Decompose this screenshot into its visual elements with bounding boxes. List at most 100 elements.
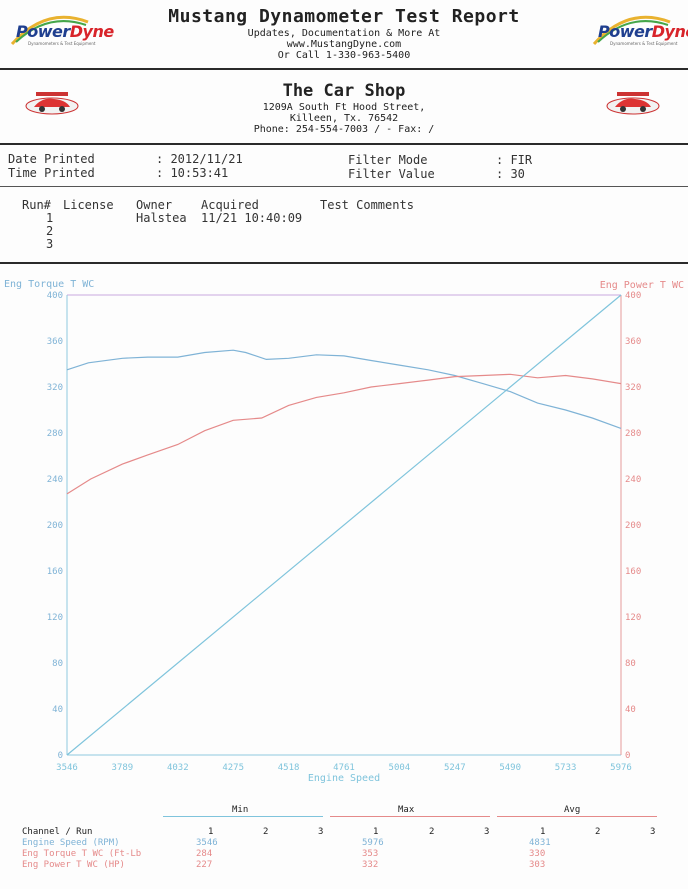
- y-tick-label-right: 360: [625, 337, 641, 347]
- y-tick-label-left: 400: [47, 291, 63, 301]
- report-website: www.MustangDyne.com: [286, 39, 402, 50]
- min-group-header: Min: [232, 805, 249, 815]
- filter-mode-value: : FIR: [496, 153, 533, 167]
- time-printed-label: Time Printed: [8, 166, 95, 180]
- y-tick-label-left: 120: [47, 613, 63, 623]
- shop-name: The Car Shop: [282, 81, 406, 101]
- engine-speed-max: 5976: [362, 838, 384, 848]
- eng-torque-min: 284: [196, 849, 213, 859]
- group-line-avg: [497, 816, 657, 817]
- channel-eng-torque: Eng Torque T WC (Ft-Lb: [22, 849, 142, 859]
- y-tick-label-right: 0: [625, 751, 630, 761]
- x-tick-label: 5247: [444, 763, 466, 773]
- y-tick-label-left: 80: [52, 659, 63, 669]
- min-run-2: 2: [263, 827, 269, 837]
- eng-torque-max: 353: [362, 849, 379, 859]
- date-printed-value: : 2012/11/21: [156, 152, 243, 166]
- y-tick-label-left: 160: [47, 567, 63, 577]
- x-tick-label: 5976: [610, 763, 632, 773]
- x-tick-label: 3789: [112, 763, 134, 773]
- min-run-3: 3: [318, 827, 324, 837]
- y-tick-label-left: 240: [47, 475, 63, 485]
- y-tick-label-left: 320: [47, 383, 63, 393]
- date-printed-label: Date Printed: [8, 152, 95, 166]
- x-tick-label: 5733: [555, 763, 577, 773]
- time-printed-value: : 10:53:41: [156, 166, 229, 180]
- powerdyne-logo-right: PowerDyne Dynamometers & Test Equipment: [588, 12, 688, 46]
- y-tick-label-right: 400: [625, 291, 641, 301]
- y-tick-label-right: 160: [625, 567, 641, 577]
- x-tick-label: 4275: [222, 763, 244, 773]
- report-subtitle-1: Updates, Documentation & More At: [247, 28, 441, 39]
- engine-speed-min: 3546: [196, 838, 218, 848]
- y-tick-label-right: 80: [625, 659, 636, 669]
- x-axis-label: Engine Speed: [308, 773, 380, 784]
- divider: [0, 143, 688, 145]
- report-phone: Or Call 1-330-963-5400: [277, 50, 411, 61]
- shop-address-2: Killeen, Tx. 76542: [289, 113, 399, 124]
- group-line-min: [163, 816, 323, 817]
- divider: [0, 68, 688, 70]
- engine-speed-series-line: [66, 294, 622, 756]
- y-tick-label-right: 320: [625, 383, 641, 393]
- max-run-1: 1: [373, 827, 379, 837]
- x-tick-label: 4761: [333, 763, 355, 773]
- divider-thin: [0, 186, 688, 187]
- engine-speed-avg: 4831: [529, 838, 551, 848]
- max-run-2: 2: [429, 827, 435, 837]
- logo-tagline: Dynamometers & Test Equipment: [28, 41, 96, 46]
- y-tick-label-right: 240: [625, 475, 641, 485]
- car-shop-logo-right-icon: [606, 92, 660, 115]
- eng-power-min: 227: [196, 860, 213, 870]
- channel-run-header: Channel / Run: [22, 827, 93, 837]
- x-tick-label: 5490: [499, 763, 521, 773]
- y-tick-label-left: 360: [47, 337, 63, 347]
- max-run-3: 3: [484, 827, 490, 837]
- eng-power-avg: 303: [529, 860, 546, 870]
- run-acquired: 11/21 10:40:09: [201, 211, 303, 225]
- avg-run-2: 2: [595, 827, 601, 837]
- eng-power-max: 332: [362, 860, 379, 870]
- min-run-1: 1: [208, 827, 214, 837]
- owner-header: Owner: [136, 198, 173, 212]
- car-shop-logo-left-icon: [25, 92, 79, 115]
- shop-phone: Phone: 254-554-7003 / - Fax: /: [253, 124, 435, 135]
- left-axis-label: Eng Torque T WC: [4, 279, 94, 290]
- shop-address-1: 1209A South Ft Hood Street,: [262, 102, 426, 113]
- max-group-header: Max: [398, 805, 415, 815]
- group-line-max: [330, 816, 490, 817]
- y-tick-label-left: 200: [47, 521, 63, 531]
- logo-swoosh-icon: [592, 15, 671, 46]
- avg-run-3: 3: [650, 827, 656, 837]
- comments-header: Test Comments: [320, 198, 414, 212]
- license-header: License: [63, 198, 114, 212]
- run-number: 3: [46, 237, 54, 251]
- torque-series-line: [66, 349, 622, 429]
- filter-value-label: Filter Value: [348, 167, 435, 181]
- y-tick-label-left: 0: [58, 751, 63, 761]
- y-tick-label-left: 280: [47, 429, 63, 439]
- acquired-header: Acquired: [201, 198, 259, 212]
- y-tick-label-left: 40: [52, 705, 63, 715]
- y-tick-label-right: 40: [625, 705, 636, 715]
- filter-value-value: : 30: [496, 167, 525, 181]
- channel-engine-speed: Engine Speed (RPM): [22, 838, 120, 848]
- y-tick-label-right: 200: [625, 521, 641, 531]
- filter-mode-label: Filter Mode: [348, 153, 428, 167]
- avg-run-1: 1: [540, 827, 546, 837]
- powerdyne-logo-left: PowerDyne Dynamometers & Test Equipment: [6, 12, 114, 46]
- logo-tagline: Dynamometers & Test Equipment: [610, 41, 678, 46]
- report-title: Mustang Dynamometer Test Report: [168, 6, 520, 27]
- run-owner: Halstea: [136, 211, 187, 225]
- run-number: 1: [46, 211, 54, 225]
- logo-swoosh-icon: [10, 15, 89, 46]
- channel-eng-power: Eng Power T WC (HP): [22, 860, 125, 870]
- run-header: Run#: [22, 198, 51, 212]
- divider: [0, 262, 688, 264]
- y-tick-label-right: 120: [625, 613, 641, 623]
- x-tick-label: 4518: [278, 763, 300, 773]
- y-tick-label-right: 280: [625, 429, 641, 439]
- x-tick-label: 4032: [167, 763, 189, 773]
- power-series-line: [66, 373, 622, 495]
